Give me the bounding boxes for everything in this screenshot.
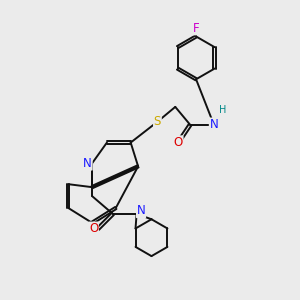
Text: O: O	[89, 222, 98, 235]
Text: N: N	[83, 157, 92, 170]
Text: N: N	[137, 204, 146, 218]
Text: O: O	[174, 136, 183, 149]
Text: S: S	[154, 115, 161, 128]
Text: F: F	[193, 22, 200, 34]
Text: N: N	[209, 118, 218, 131]
Text: H: H	[219, 105, 226, 115]
